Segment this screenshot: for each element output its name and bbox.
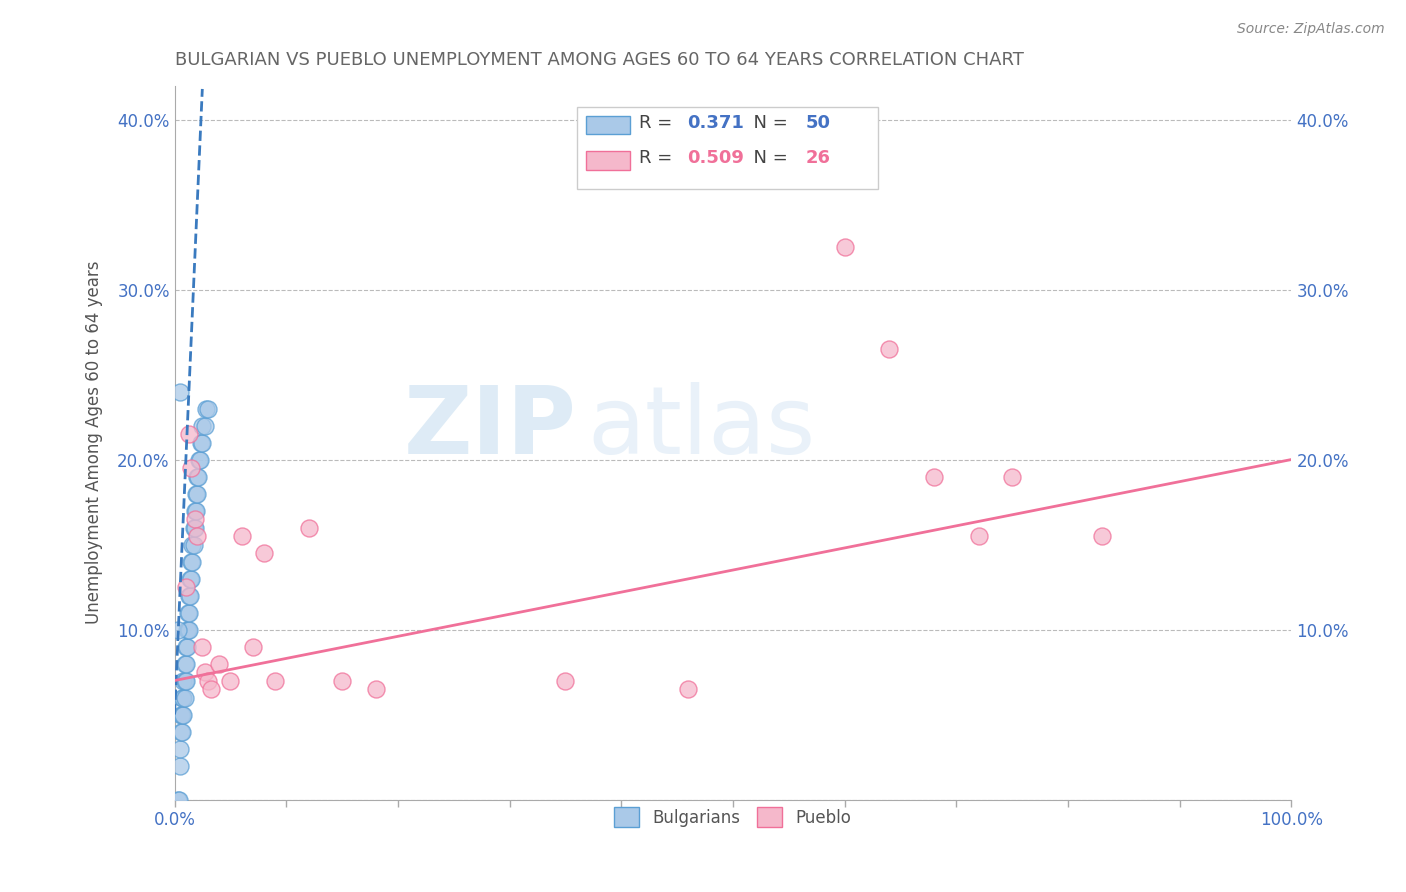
Point — [183, 503, 205, 517]
Text: 50: 50 — [806, 113, 831, 132]
Text: BULGARIAN VS PUEBLO UNEMPLOYMENT AMONG AGES 60 TO 64 YEARS CORRELATION CHART: BULGARIAN VS PUEBLO UNEMPLOYMENT AMONG A… — [174, 51, 1024, 69]
Point — [188, 452, 211, 467]
Point — [186, 529, 208, 543]
Point — [179, 589, 201, 603]
Point — [554, 673, 576, 688]
Point — [967, 529, 990, 543]
Point — [169, 758, 191, 772]
Point — [190, 435, 212, 450]
Point — [197, 401, 219, 416]
Point — [173, 657, 195, 671]
Point — [1001, 469, 1024, 483]
FancyBboxPatch shape — [576, 107, 879, 189]
Point — [184, 503, 207, 517]
Point — [173, 673, 195, 688]
Point — [180, 572, 202, 586]
Point — [191, 435, 214, 450]
Point — [177, 623, 200, 637]
Point — [188, 452, 211, 467]
Text: N =: N = — [742, 113, 793, 132]
Point — [170, 707, 193, 722]
Point — [186, 469, 208, 483]
Point — [922, 469, 945, 483]
FancyBboxPatch shape — [585, 152, 630, 169]
Point — [242, 640, 264, 654]
Text: ZIP: ZIP — [404, 383, 576, 475]
Point — [174, 657, 197, 671]
Point — [170, 724, 193, 739]
Point — [187, 469, 209, 483]
Point — [174, 673, 197, 688]
Text: R =: R = — [640, 113, 678, 132]
Point — [177, 606, 200, 620]
Point — [173, 673, 195, 688]
Point — [191, 640, 214, 654]
Point — [174, 580, 197, 594]
Text: R =: R = — [640, 149, 678, 168]
Point — [194, 665, 217, 679]
Point — [167, 623, 190, 637]
Point — [181, 555, 204, 569]
Point — [183, 520, 205, 534]
Point — [180, 555, 202, 569]
Point — [176, 640, 198, 654]
Point — [183, 512, 205, 526]
Point — [172, 724, 194, 739]
Point — [183, 520, 205, 534]
Point — [172, 690, 194, 705]
Point — [172, 707, 194, 722]
Point — [174, 640, 197, 654]
Legend: Bulgarians, Pueblo: Bulgarians, Pueblo — [607, 800, 858, 834]
Point — [177, 589, 200, 603]
Point — [191, 418, 214, 433]
Point — [1090, 529, 1112, 543]
Point — [173, 690, 195, 705]
Point — [208, 657, 231, 671]
Point — [167, 792, 190, 806]
Point — [173, 707, 195, 722]
Point — [186, 486, 208, 500]
Point — [183, 537, 205, 551]
Point — [194, 418, 217, 433]
Text: 0.509: 0.509 — [688, 149, 744, 168]
Point — [184, 486, 207, 500]
Text: N =: N = — [742, 149, 793, 168]
Point — [297, 520, 319, 534]
Point — [176, 623, 198, 637]
Point — [173, 690, 195, 705]
Point — [200, 681, 222, 696]
Point — [253, 546, 276, 560]
Point — [169, 741, 191, 756]
Point — [197, 673, 219, 688]
Point — [177, 623, 200, 637]
Y-axis label: Unemployment Among Ages 60 to 64 years: Unemployment Among Ages 60 to 64 years — [86, 260, 103, 624]
Point — [167, 792, 190, 806]
Point — [330, 673, 353, 688]
Point — [177, 606, 200, 620]
Point — [181, 537, 204, 551]
Point — [231, 529, 253, 543]
Text: 26: 26 — [806, 149, 831, 168]
Text: Source: ZipAtlas.com: Source: ZipAtlas.com — [1237, 22, 1385, 37]
Point — [180, 461, 202, 475]
Text: 0.371: 0.371 — [688, 113, 744, 132]
Point — [179, 572, 201, 586]
Point — [177, 427, 200, 442]
Point — [364, 681, 387, 696]
Point — [219, 673, 242, 688]
Point — [264, 673, 287, 688]
Point — [879, 342, 901, 356]
Text: atlas: atlas — [588, 383, 815, 475]
Point — [834, 240, 856, 254]
Point — [194, 401, 217, 416]
Point — [678, 681, 700, 696]
FancyBboxPatch shape — [585, 115, 630, 134]
Point — [169, 384, 191, 399]
